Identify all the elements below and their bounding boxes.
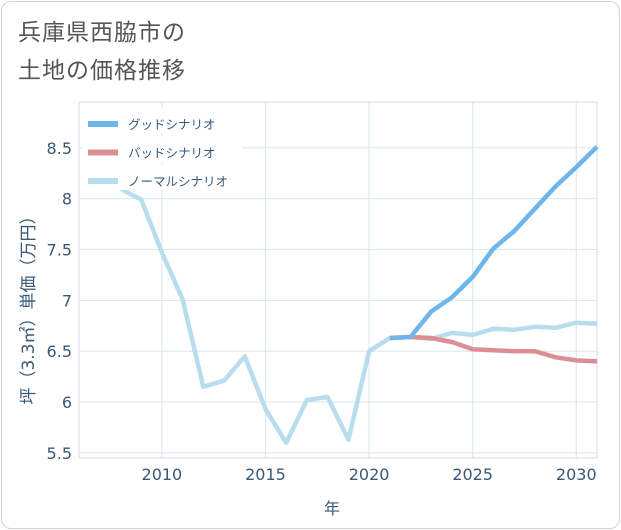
y-tick-label: 5.5 [47, 444, 72, 463]
series-line [389, 334, 598, 364]
legend-item-bg [82, 165, 242, 190]
x-axis-label: 年 [324, 499, 340, 518]
legend-item-bg [82, 136, 242, 162]
x-axis-ticks: 2010 2015 2020 2025 2030 [142, 465, 597, 484]
series-lines [119, 145, 599, 445]
y-axis-label: 坪（3.3㎡）単価（万円） [19, 207, 39, 404]
legend-label: グッドシナリオ [128, 117, 216, 132]
legend-label: バッドシナリオ [128, 146, 216, 161]
y-tick-label: 8 [62, 190, 72, 209]
x-tick-label: 2020 [349, 465, 390, 484]
y-tick-label: 7 [62, 291, 72, 310]
series-line [119, 186, 598, 445]
y-tick-label: 8.5 [47, 139, 72, 158]
x-tick-label: 2010 [142, 465, 183, 484]
x-tick-label: 2015 [245, 465, 286, 484]
x-tick-label: 2025 [452, 465, 493, 484]
y-axis-ticks: 5.5 6 6.5 7 7.5 8 8.5 [47, 139, 72, 463]
x-tick-label: 2030 [556, 465, 597, 484]
legend-label: ノーマルシナリオ [128, 174, 228, 189]
chart-title-line-2: 土地の価格推移 [18, 58, 186, 84]
y-tick-label: 6.5 [47, 342, 72, 361]
legend-item-bg [82, 108, 242, 133]
y-tick-label: 6 [62, 393, 72, 412]
series-line [389, 145, 599, 341]
chart-title-line-1: 兵庫県西脇市の [18, 20, 186, 46]
y-tick-label: 7.5 [47, 240, 72, 259]
chart-title: 兵庫県西脇市の 土地の価格推移 [18, 14, 186, 90]
